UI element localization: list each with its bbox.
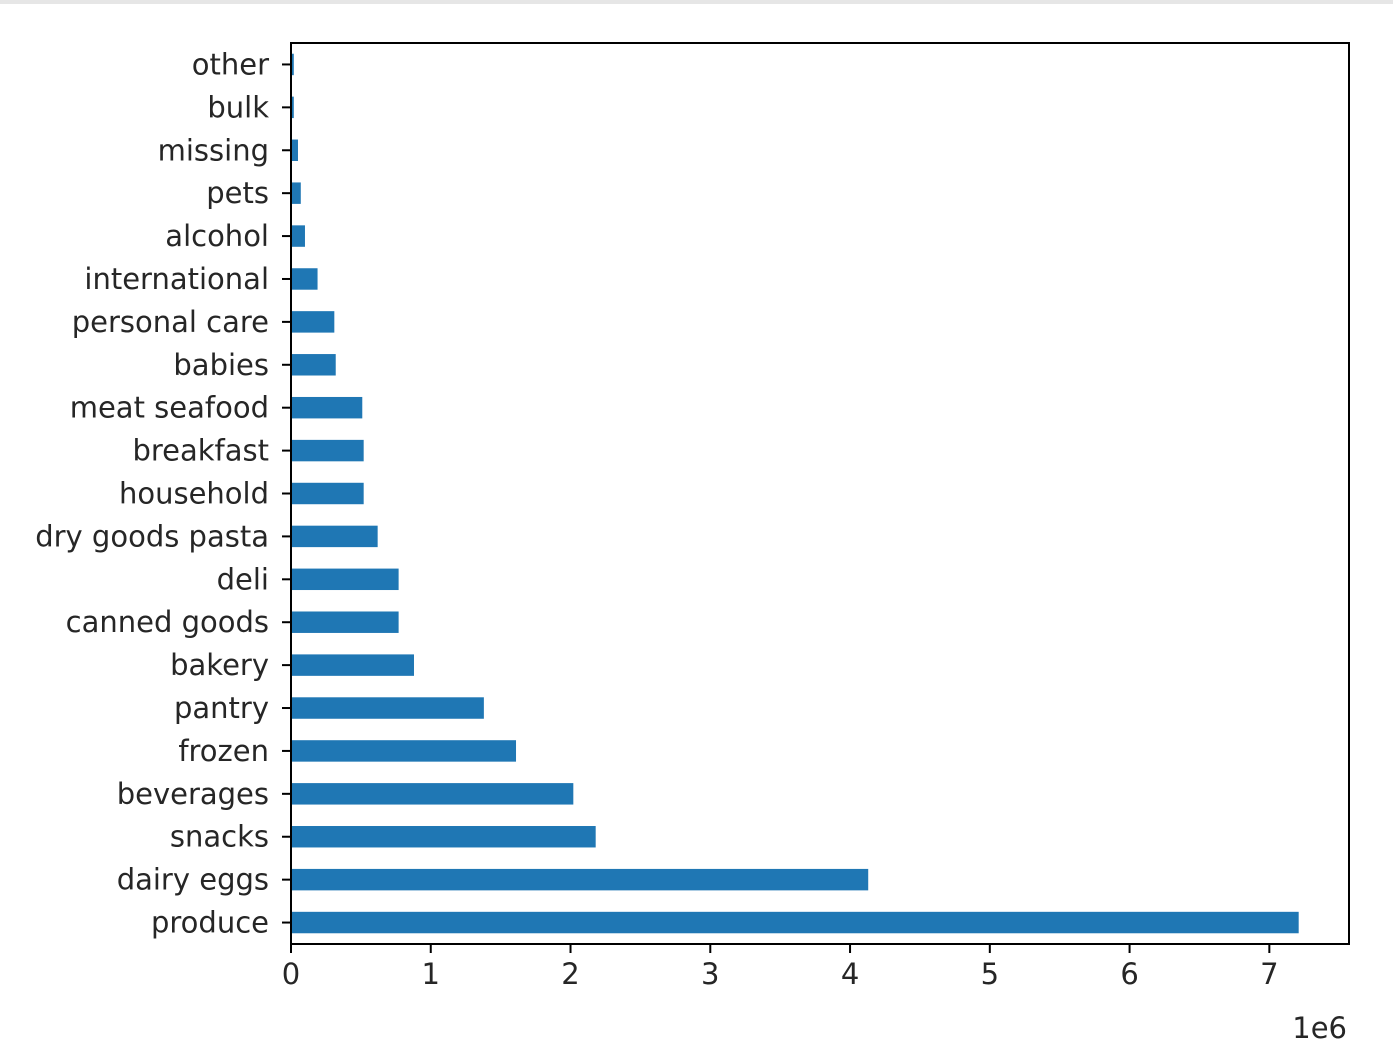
category-label: household (119, 477, 269, 511)
category-label: bulk (207, 90, 269, 124)
bar-pantry (291, 697, 484, 719)
category-label: other (192, 47, 269, 81)
category-label: dry goods pasta (35, 519, 269, 553)
y-axis: produce dairy eggs snacks beverages frozen pa… (35, 47, 291, 940)
bar-meat-seafood (291, 396, 363, 419)
bar-babies (291, 354, 336, 376)
x-tick-label: 6 (1120, 957, 1138, 991)
category-label: international (84, 262, 269, 296)
x-tick-label: 1 (422, 957, 440, 991)
x-axis: 0 1 2 3 4 5 6 7 (282, 944, 1279, 991)
category-label: canned goods (66, 605, 269, 639)
bar-beverages (291, 783, 574, 805)
x-tick-label: 4 (841, 957, 859, 991)
bar-other (291, 53, 294, 76)
bar-breakfast (291, 439, 364, 462)
top-divider (0, 0, 1393, 4)
x-tick-label: 5 (981, 957, 999, 991)
category-label: produce (151, 906, 269, 940)
bar-dry-goods-pasta (291, 525, 378, 548)
category-label: pantry (174, 691, 269, 725)
category-label: missing (158, 133, 269, 167)
bar-missing (291, 139, 298, 161)
bar-bulk (291, 96, 294, 119)
bar-dairy-eggs (291, 868, 869, 891)
bar-personal-care (291, 311, 335, 333)
bar-international (291, 268, 318, 290)
category-label: bakery (170, 648, 269, 682)
bar-bakery (291, 654, 414, 676)
x-tick-label: 7 (1260, 957, 1278, 991)
bar-alcohol (291, 225, 305, 247)
category-label: beverages (117, 777, 269, 811)
category-label: meat seafood (70, 391, 269, 425)
x-tick-label: 3 (701, 957, 719, 991)
bar-household (291, 482, 364, 505)
x-tick-label: 0 (282, 957, 300, 991)
category-label: pets (206, 176, 269, 210)
bar-snacks (291, 826, 596, 848)
x-axis-offset-label: 1e6 (1292, 1011, 1347, 1045)
category-label: frozen (178, 734, 269, 768)
bar-produce (291, 911, 1299, 934)
category-label: babies (173, 348, 269, 382)
category-label: alcohol (165, 219, 269, 253)
bar-canned-goods (291, 611, 399, 633)
bar-deli (291, 568, 399, 591)
category-label: personal care (72, 305, 269, 339)
category-label: dairy eggs (117, 863, 269, 897)
bar-frozen (291, 740, 517, 762)
category-label: snacks (170, 820, 269, 854)
bar-pets (291, 182, 301, 204)
plot-frame (290, 42, 1350, 945)
bars-group (291, 53, 1299, 934)
category-label: deli (217, 562, 269, 596)
category-label: breakfast (132, 434, 269, 468)
x-tick-label: 2 (561, 957, 579, 991)
